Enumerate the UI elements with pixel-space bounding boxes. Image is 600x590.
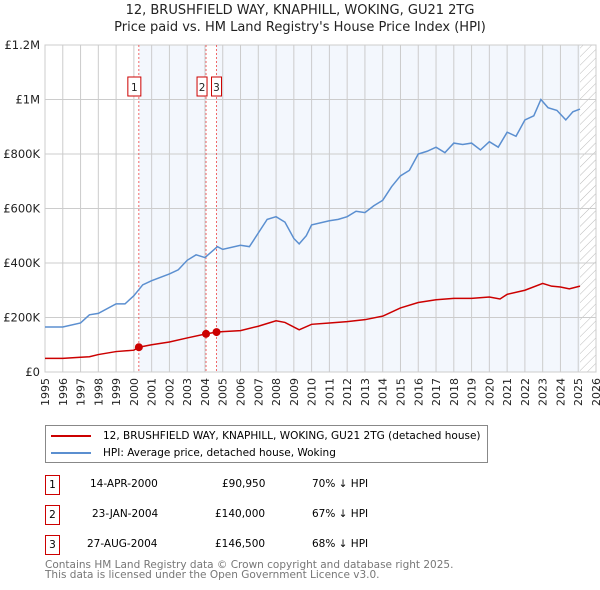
x-tick-label: 2021 xyxy=(501,378,514,406)
x-tick-label: 2018 xyxy=(448,378,461,406)
x-tick-label: 1998 xyxy=(92,378,105,406)
x-tick-label: 2014 xyxy=(377,378,390,406)
sale-hpi: 68% ↓ HPI xyxy=(312,538,369,550)
x-tick-label: 2011 xyxy=(323,378,336,406)
x-tick-label: 2013 xyxy=(359,378,372,406)
x-tick-label: 2007 xyxy=(252,378,265,406)
footer-line: Contains HM Land Registry data © Crown c… xyxy=(45,559,454,571)
sale-badge-label: 1 xyxy=(131,82,138,94)
x-tick-label: 2020 xyxy=(483,378,496,406)
sale-date: 27-AUG-2004 xyxy=(87,538,158,550)
table-row: 2 23-JAN-2004 £140,000 67% ↓ HPI xyxy=(45,505,465,525)
sale-hpi: 70% ↓ HPI xyxy=(312,478,369,490)
legend-label: 12, BRUSHFIELD WAY, KNAPHILL, WOKING, GU… xyxy=(103,430,481,442)
chart-title: 12, BRUSHFIELD WAY, KNAPHILL, WOKING, GU… xyxy=(125,3,475,18)
x-tick-label: 2015 xyxy=(394,378,407,406)
table-row: 3 27-AUG-2004 £146,500 68% ↓ HPI xyxy=(45,535,465,555)
sale-point xyxy=(202,329,211,338)
sale-date: 23-JAN-2004 xyxy=(92,508,159,520)
sale-badge xyxy=(127,76,142,97)
plot-border xyxy=(44,44,597,373)
plot-area: 1995 1996 1997 1998 1999 2000 2001 2002 2003 2004… xyxy=(3,38,600,406)
x-tick-label: 2002 xyxy=(163,378,176,406)
x-tick-label: 1997 xyxy=(75,378,88,406)
legend: 12, BRUSHFIELD WAY, KNAPHILL, WOKING, GU… xyxy=(45,425,488,463)
x-tick-label: 2016 xyxy=(412,378,425,406)
sale-badge xyxy=(211,76,223,97)
sale-point xyxy=(212,328,221,337)
y-tick-label: £200K xyxy=(3,311,40,325)
sale-badge xyxy=(196,76,208,97)
x-tick-label: 2024 xyxy=(554,378,567,406)
legend-swatch xyxy=(51,452,91,454)
x-tick-label: 2009 xyxy=(288,378,301,406)
table-row: 1 14-APR-2000 £90,950 70% ↓ HPI xyxy=(45,475,465,495)
legend-label: HPI: Average price, detached house, Woki… xyxy=(103,447,336,459)
y-tick-label: £400K xyxy=(3,256,40,270)
x-tick-label: 2022 xyxy=(519,378,532,406)
sale-badge: 3 xyxy=(45,535,60,555)
sale-price: £90,950 xyxy=(222,478,266,490)
sale-price: £140,000 xyxy=(215,508,266,520)
y-tick-label: £600K xyxy=(3,202,40,216)
y-tick-label: £1M xyxy=(15,93,40,107)
sale-badge: 1 xyxy=(45,475,60,495)
x-tick-label: 2005 xyxy=(217,378,230,406)
y-tick-label: £800K xyxy=(3,147,40,161)
series-line xyxy=(45,98,581,328)
x-tick-label: 2008 xyxy=(270,378,283,406)
sale-price: £146,500 xyxy=(215,538,266,550)
x-tick-label: 2017 xyxy=(430,378,443,406)
x-tick-label: 2026 xyxy=(590,378,600,406)
legend-swatch xyxy=(51,435,91,437)
sale-hpi: 67% ↓ HPI xyxy=(312,508,369,520)
sale-point xyxy=(134,343,143,352)
sale-badge: 2 xyxy=(45,505,60,525)
chart-subtitle: Price paid vs. HM Land Registry's House … xyxy=(114,20,486,35)
x-tick-label: 2023 xyxy=(537,378,550,406)
x-tick-label: 2010 xyxy=(306,378,319,406)
x-tick-label: 2019 xyxy=(466,378,479,406)
footer: Contains HM Land Registry data © Crown c… xyxy=(45,559,454,581)
legend-item-property: 12, BRUSHFIELD WAY, KNAPHILL, WOKING, GU… xyxy=(51,428,481,444)
x-tick-label: 2004 xyxy=(199,378,212,406)
legend-item-hpi: HPI: Average price, detached house, Woki… xyxy=(51,445,336,461)
footer-line: This data is licensed under the Open Gov… xyxy=(45,569,380,581)
x-tick-label: 2025 xyxy=(572,378,585,406)
sale-badge-label: 3 xyxy=(213,82,220,94)
x-tick-label: 2000 xyxy=(128,378,141,406)
x-tick-label: 1996 xyxy=(57,378,70,406)
x-tick-label: 2006 xyxy=(235,378,248,406)
x-tick-label: 2003 xyxy=(181,378,194,406)
x-tick-label: 2012 xyxy=(341,378,354,406)
sale-date: 14-APR-2000 xyxy=(90,478,158,490)
y-tick-label: £0 xyxy=(25,365,40,379)
x-tick-label: 2001 xyxy=(146,378,159,406)
x-tick-label: 1995 xyxy=(39,378,52,406)
x-tick-label: 1999 xyxy=(110,378,123,406)
y-tick-label: £1.2M xyxy=(4,38,40,52)
sale-badge-label: 2 xyxy=(199,82,206,94)
